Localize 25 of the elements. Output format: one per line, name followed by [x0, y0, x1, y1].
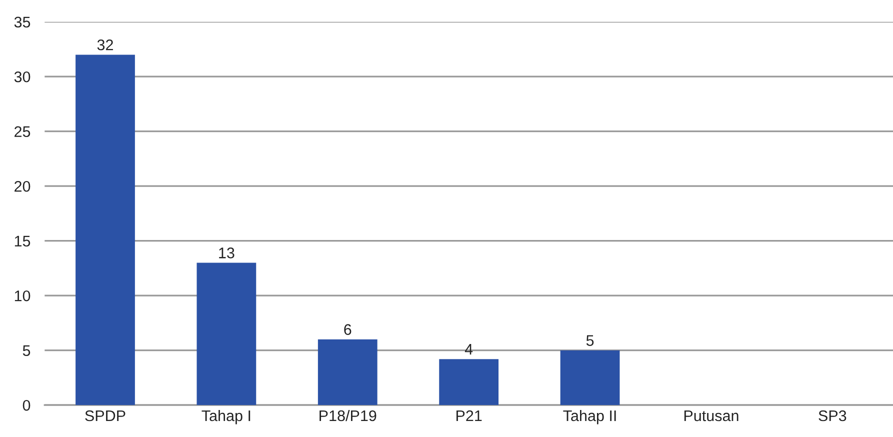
x-tick-label: Tahap I [202, 410, 250, 424]
x-tick-label: SPDP [85, 410, 126, 422]
bar [439, 359, 499, 406]
data-label: 13 [219, 248, 234, 258]
y-tick-label: 20 [14, 180, 30, 192]
bar [76, 54, 135, 406]
y-tick-label: 10 [14, 290, 30, 302]
bar [318, 339, 378, 406]
y-tick-label: 25 [14, 126, 30, 138]
data-label: 6 [344, 324, 352, 335]
x-tick-label: SP3 [818, 410, 846, 422]
x-tick-label: Putusan [684, 410, 738, 422]
data-label: 4 [464, 344, 473, 355]
y-tick-label: 5 [22, 345, 30, 356]
data-label: 32 [97, 39, 113, 50]
y-tick-label: 35 [14, 16, 30, 28]
y-tick-label: 0 [22, 400, 30, 411]
x-tick-label: P21 [456, 410, 482, 422]
bar [560, 350, 620, 406]
y-tick-label: 15 [14, 236, 30, 247]
x-tick-label: P18/P19 [320, 410, 376, 422]
x-tick-label: Tahap II [563, 410, 616, 424]
data-label: 5 [586, 335, 594, 346]
y-tick-label: 30 [14, 71, 30, 82]
bar [196, 262, 256, 406]
